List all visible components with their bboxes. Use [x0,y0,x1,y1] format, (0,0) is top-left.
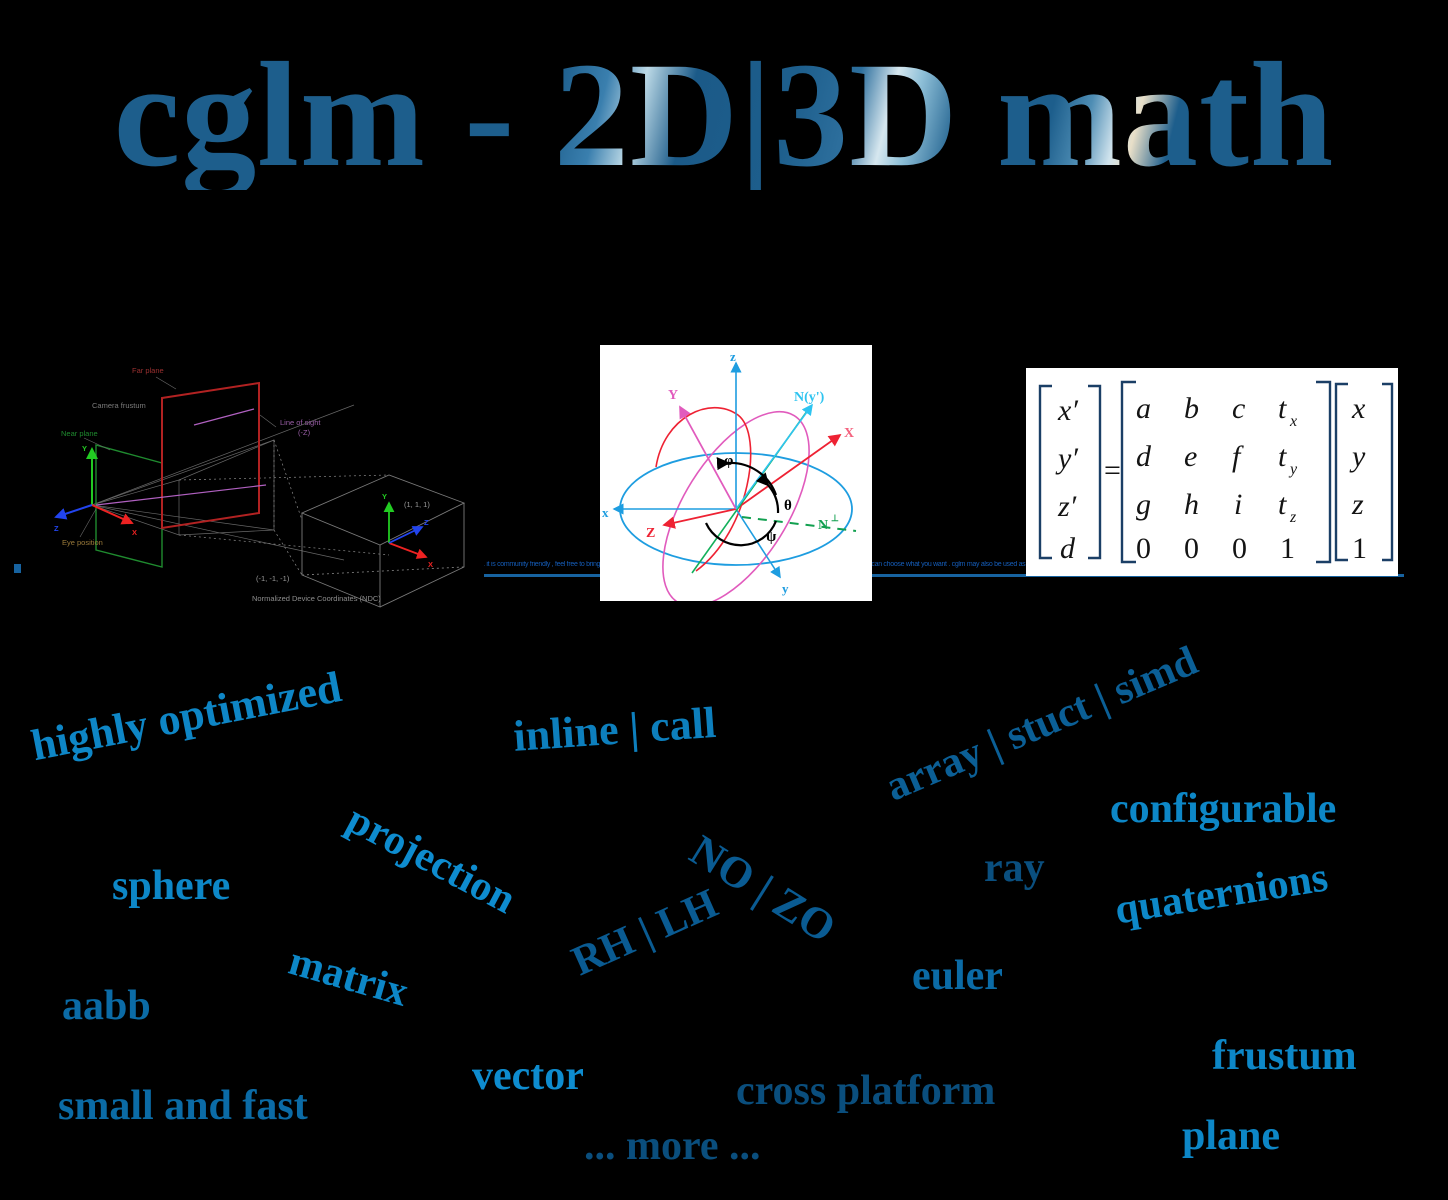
label-axis-X-body: X [844,426,854,441]
m-e: e [1184,440,1197,473]
m-zero-2: 0 [1184,532,1199,565]
cloud-word: ... more ... [584,1123,761,1169]
m-a: a [1136,392,1151,425]
m-d: d [1136,440,1152,473]
euler-angles-diagram: z x y Y X Z N(y') N ⊥ φ θ ψ [600,345,872,601]
square-bullet-icon [14,564,21,573]
m-b: b [1184,392,1199,425]
cloud-word: projection [339,796,523,924]
label-line-of-sight-sub: (-Z) [298,428,311,437]
lhs-x: x′ [1057,394,1078,427]
label-ndc-axis-y: Y [382,492,387,501]
cloud-word: RH | LH [565,880,725,986]
m-zero-1: 0 [1136,532,1151,565]
cloud-word: quaternions [1111,854,1331,934]
lhs-z: z′ [1057,490,1077,523]
title-block: cglm - 2D|3D math [0,40,1448,190]
divider-row: cglm is a highly optimized 2D | 3D math … [0,278,1448,577]
label-near-plane: Near plane [61,429,98,438]
m-tz-sub: z [1289,509,1297,526]
rhs-z: z [1351,488,1364,521]
cloud-word: inline | call [511,697,718,761]
m-zero-3: 0 [1232,532,1247,565]
cloud-word: configurable [1110,786,1337,832]
m-i: i [1234,488,1242,521]
label-ndc-axis-x: X [428,560,433,569]
m-tx: t [1278,392,1287,425]
label-far-plane: Far plane [132,366,164,375]
frustum-ndc-svg: Far plane Camera frustum Near plane Line… [54,366,466,608]
label-axis-x: X [132,528,137,537]
label-angle-theta: θ [784,498,792,514]
label-axis-Z-body: Z [646,526,655,541]
frustum-ndc-diagram: Far plane Camera frustum Near plane Line… [44,345,484,610]
cloud-word: frustum [1212,1033,1357,1079]
cloud-word: euler [912,953,1003,999]
cloud-word: cross platform [736,1068,996,1114]
cloud-word: ray [984,845,1045,891]
euler-angles-svg: z x y Y X Z N(y') N ⊥ φ θ ψ [602,349,857,601]
m-ty: t [1278,440,1287,473]
label-axis-z: Z [54,524,59,533]
cloud-word: vector [472,1053,584,1099]
rhs-one: 1 [1352,532,1367,565]
rhs-x: x [1351,392,1366,425]
label-angle-psi: ψ [766,529,777,545]
tiny-subtitle-text: cglm is a highly optimized 2D | 3D math … [44,561,1083,568]
rhs-y: y [1349,440,1366,473]
matrix-equation-svg: x′ y′ z′ d a b c t d e f t g h i t x y z [1026,368,1398,576]
m-tz: t [1278,488,1287,521]
lhs-y: y′ [1055,442,1078,475]
affine-matrix-equation: x′ y′ z′ d a b c t d e f t g h i t x y z [1026,368,1398,576]
m-one: 1 [1280,532,1295,565]
label-axis-Y-body: Y [668,388,678,403]
label-eye-position: Eye position [62,538,103,547]
label-axis-y-fixed: y [782,581,789,596]
label-axis-x-fixed: x [602,505,609,520]
cloud-word: matrix [283,938,414,1016]
label-axis-y: Y [82,444,87,453]
label-node-perp: N [818,518,828,533]
m-g: g [1136,488,1151,521]
cloud-word: small and fast [58,1083,308,1129]
feature-word-cloud: highly optimized inline | call array | s… [0,615,1448,1200]
label-node-line: N(y') [794,390,825,405]
m-h: h [1184,488,1199,521]
cloud-word: highly optimized [27,662,346,771]
cloud-word: array | stuct | simd [879,637,1205,811]
label-camera-frustum: Camera frustum [92,401,146,410]
cloud-word: aabb [62,983,151,1029]
page-title: cglm - 2D|3D math [113,32,1335,198]
label-line-of-sight: Line of sight [280,418,321,427]
m-c: c [1232,392,1245,425]
label-node-perp-sup: ⊥ [831,513,839,523]
label-ndc-axis-z: Z [424,518,429,527]
equals-sign: = [1104,454,1121,487]
lhs-d: d [1060,532,1076,565]
cloud-word: sphere [112,863,231,909]
label-ndc-min: (-1, -1, -1) [256,574,290,583]
m-tx-sub: x [1289,413,1297,430]
label-axis-z-fixed: z [730,349,736,364]
m-ty-sub: y [1288,461,1298,478]
cloud-word: plane [1182,1113,1281,1159]
label-ndc-caption: Normalized Device Coordinates (NDC) [252,594,381,603]
label-angle-phi: φ [724,453,733,469]
label-ndc-max: (1, 1, 1) [404,500,430,509]
